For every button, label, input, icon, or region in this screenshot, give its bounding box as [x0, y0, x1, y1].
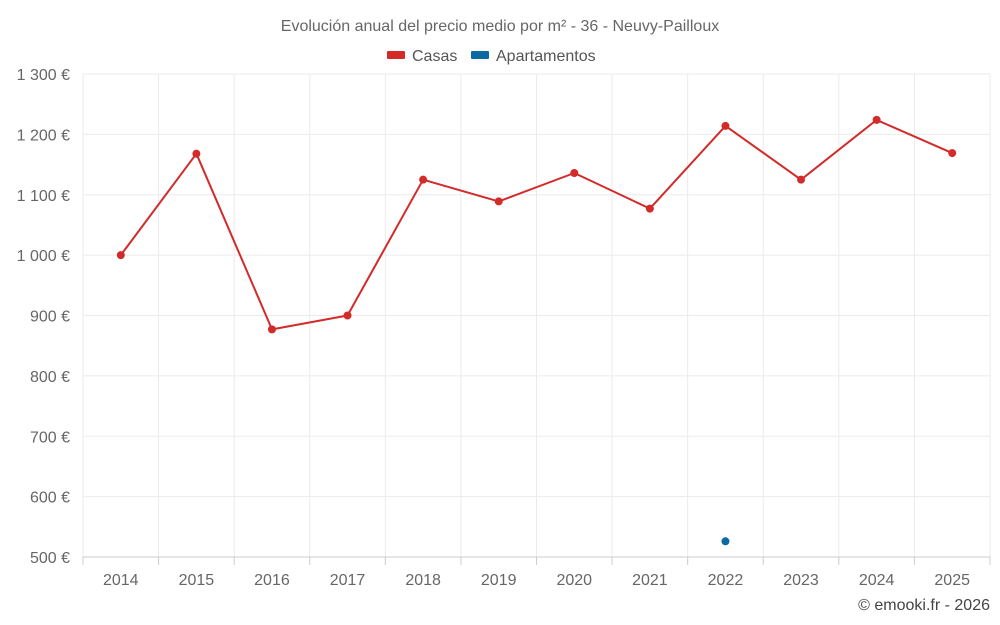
data-point-casas — [267, 325, 276, 334]
x-tick-label: 2015 — [179, 572, 215, 589]
x-tick-label: 2019 — [481, 572, 517, 589]
y-tick-label: 500 € — [30, 550, 70, 567]
data-point-apartamentos — [721, 537, 730, 546]
legend-item-casas[interactable]: Casas — [387, 48, 457, 65]
y-tick-label: 1 000 € — [17, 248, 70, 265]
data-point-casas — [343, 311, 352, 320]
x-tick-label: 2020 — [556, 572, 592, 589]
y-tick-label: 1 300 € — [17, 67, 70, 84]
x-tick-label: 2016 — [254, 572, 290, 589]
data-point-casas — [570, 169, 579, 178]
axes: 500 € 600 € 700 € 800 € 900 € 1 000 € 1 100 € 1… — [17, 67, 991, 589]
legend-swatch-apartamentos — [471, 51, 489, 59]
series — [116, 115, 957, 546]
x-tick-label: 2022 — [708, 572, 744, 589]
data-point-casas — [797, 175, 806, 184]
y-tick-label: 700 € — [30, 429, 70, 446]
data-point-casas — [872, 115, 881, 124]
data-point-casas — [419, 175, 428, 184]
grid — [82, 73, 991, 557]
chart-title: Evolución anual del precio medio por m² … — [281, 18, 719, 35]
y-tick-label: 1 100 € — [17, 188, 70, 205]
y-tick-label: 900 € — [30, 309, 70, 326]
credit-text: © emooki.fr - 2026 — [858, 597, 990, 614]
data-point-casas — [116, 251, 125, 260]
data-point-casas — [192, 149, 201, 158]
legend: Casas Apartamentos — [387, 48, 596, 65]
series-line-casas — [119, 118, 953, 331]
data-point-casas — [645, 204, 654, 213]
data-point-casas — [721, 121, 730, 130]
x-tick-label: 2018 — [405, 572, 441, 589]
x-tick-label: 2021 — [632, 572, 668, 589]
y-tick-label: 1 200 € — [17, 127, 70, 144]
x-tick-label: 2023 — [783, 572, 819, 589]
x-tick-label: 2014 — [103, 572, 139, 589]
legend-label-casas: Casas — [412, 48, 457, 65]
data-point-casas — [948, 149, 957, 158]
y-tick-label: 800 € — [30, 369, 70, 386]
data-point-casas — [494, 197, 503, 206]
legend-label-apartamentos: Apartamentos — [496, 48, 596, 65]
x-tick-label: 2024 — [859, 572, 895, 589]
legend-item-apartamentos[interactable]: Apartamentos — [471, 48, 596, 65]
x-tick-label: 2025 — [934, 572, 970, 589]
legend-swatch-casas — [387, 51, 405, 59]
y-tick-label: 600 € — [30, 490, 70, 507]
x-tick-label: 2017 — [330, 572, 366, 589]
